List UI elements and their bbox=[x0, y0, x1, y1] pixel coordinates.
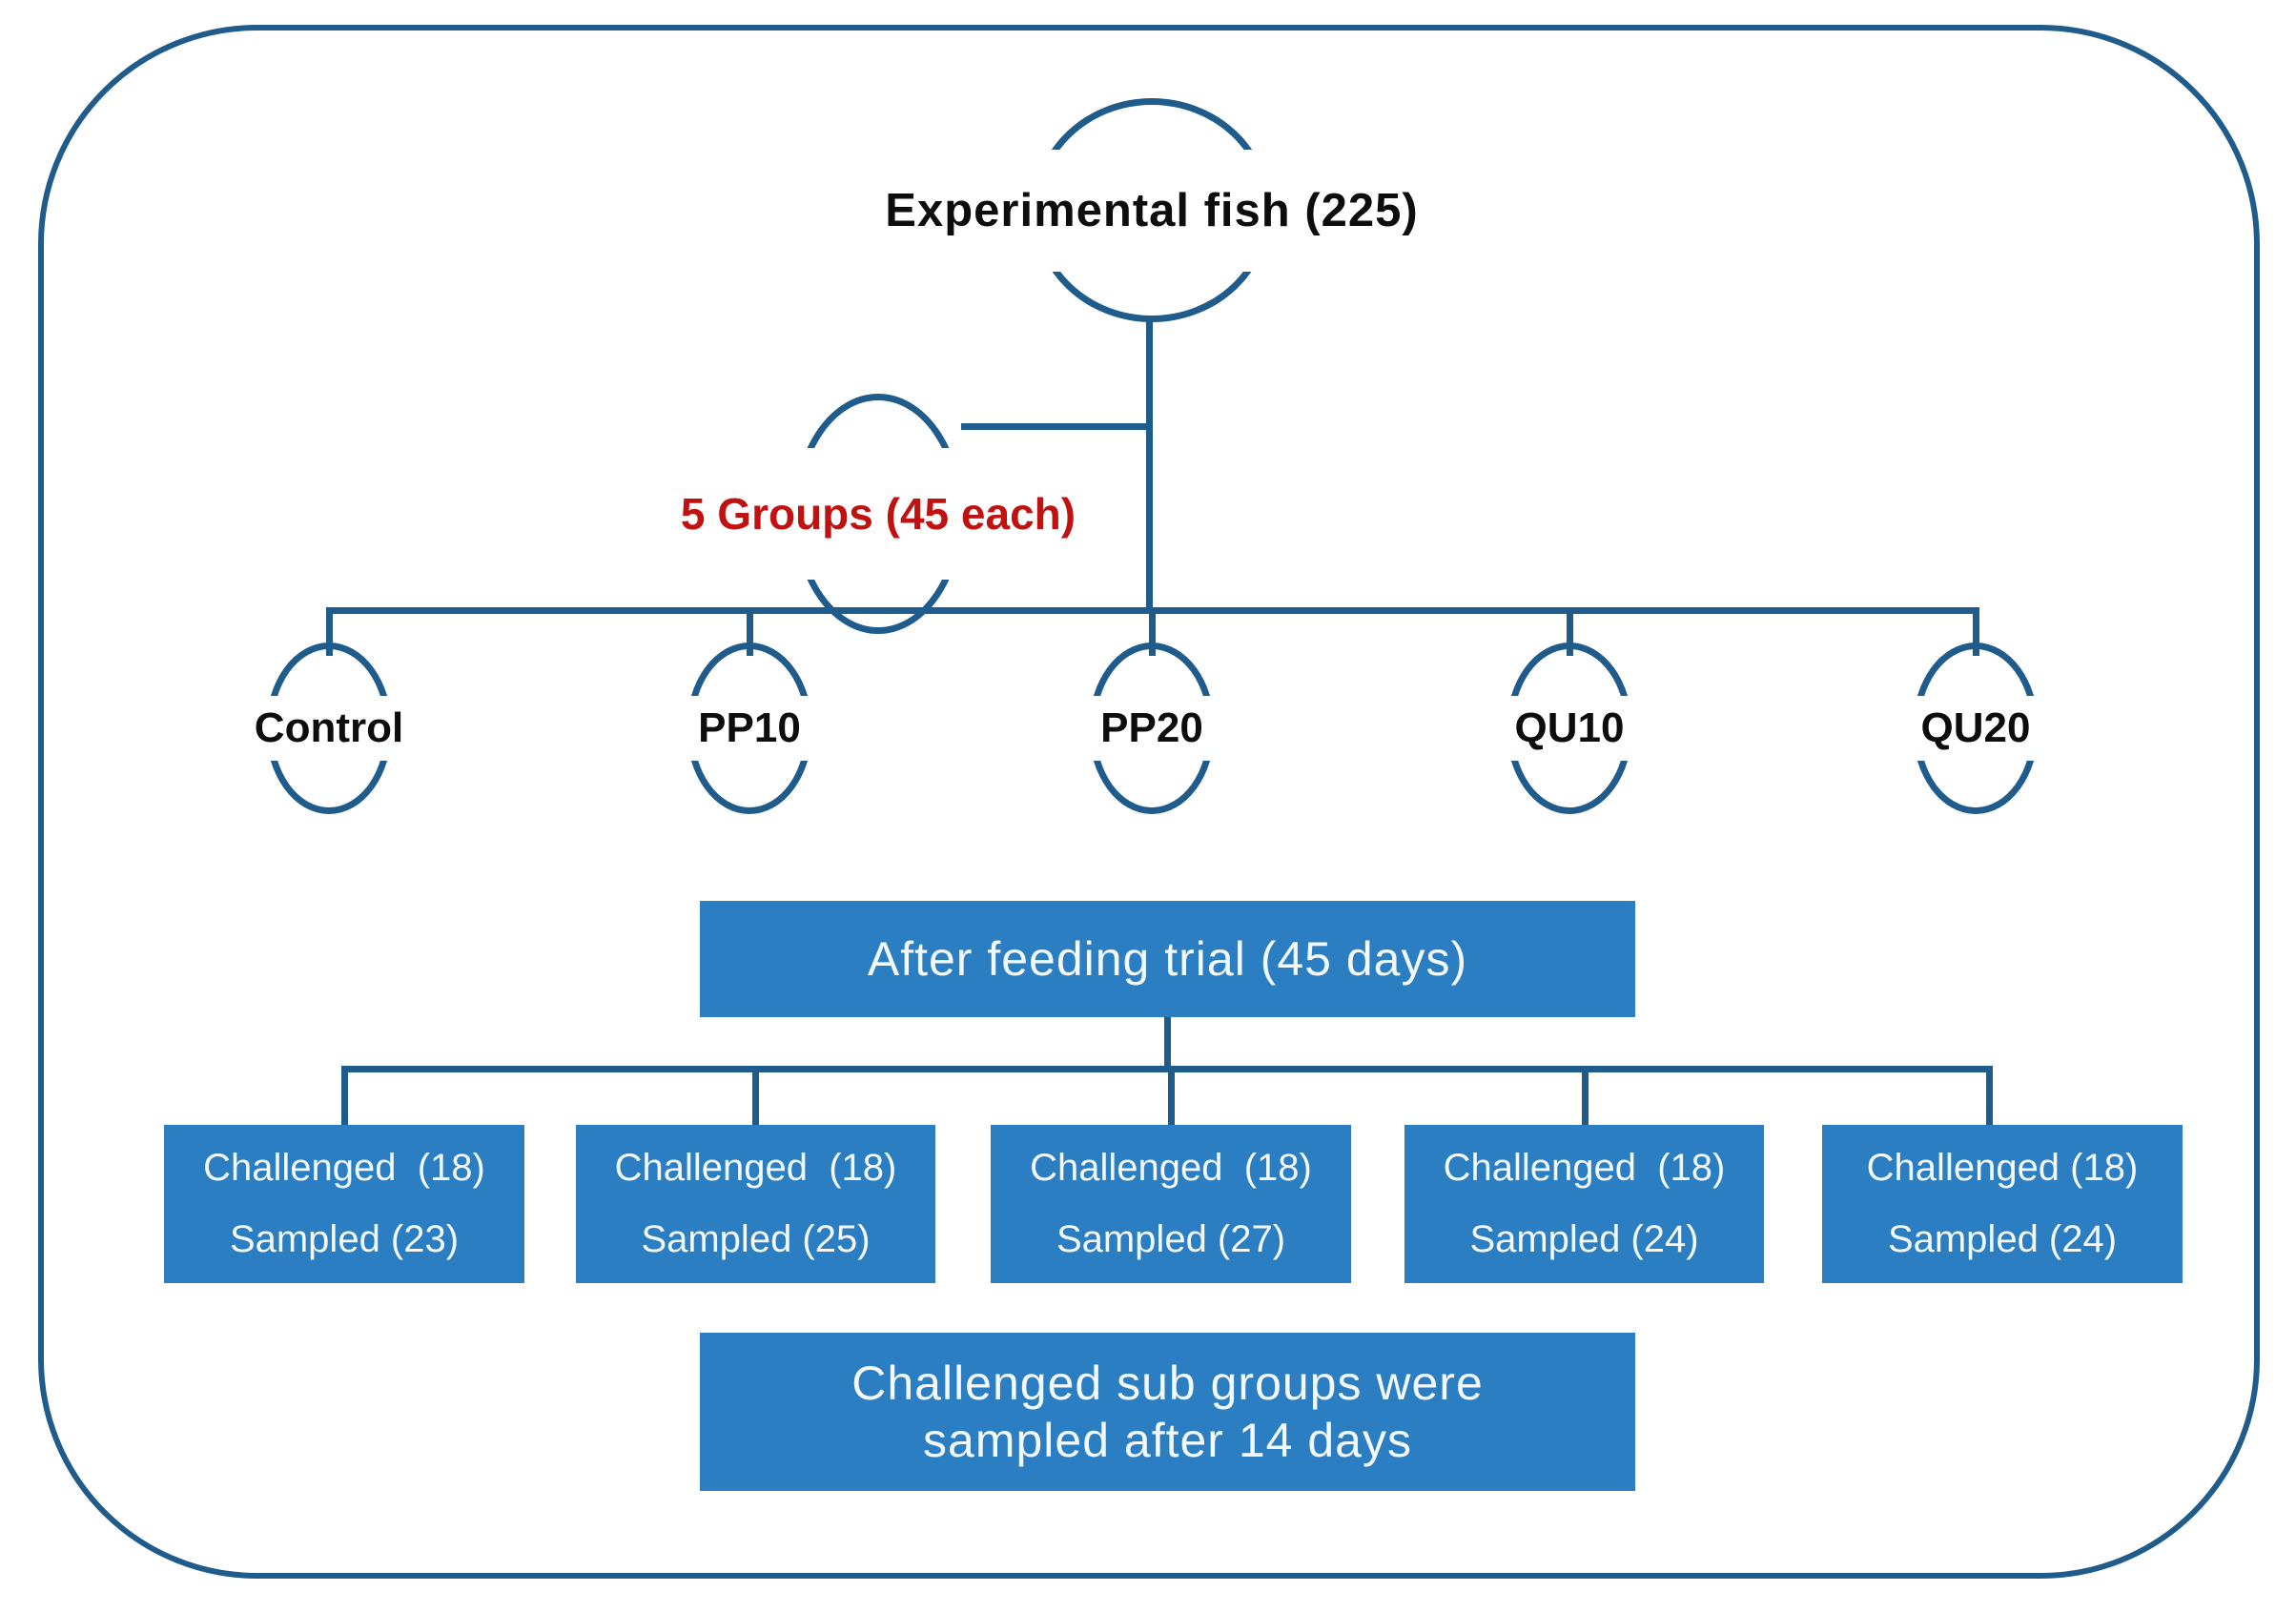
subgroup-box-1: Challenged (18) Sampled (23) bbox=[164, 1125, 524, 1283]
subgroup-box-5: Challenged (18) Sampled (24) bbox=[1822, 1125, 2183, 1283]
annotation-connector-line bbox=[961, 423, 1153, 430]
group-drop-line-4 bbox=[1567, 610, 1573, 656]
group-node-control-label: Control bbox=[238, 696, 420, 761]
subgroup-1-challenged: Challenged (18) bbox=[203, 1147, 485, 1189]
subgroup-drop-line-2 bbox=[752, 1069, 759, 1128]
group-node-pp20-label: PP20 bbox=[1085, 696, 1219, 761]
group-node-qu20: QU20 bbox=[1905, 643, 2046, 814]
note-line-1: Challenged sub groups were bbox=[851, 1357, 1484, 1410]
group-node-qu20-label: QU20 bbox=[1905, 696, 2046, 761]
subgroup-5-challenged: Challenged (18) bbox=[1866, 1147, 2139, 1189]
group-node-qu10-label: QU10 bbox=[1499, 696, 1640, 761]
note-box: Challenged sub groups were sampled after… bbox=[700, 1333, 1635, 1491]
subgroup-4-sampled: Sampled (24) bbox=[1469, 1218, 1699, 1260]
group-drop-line-1 bbox=[326, 610, 333, 656]
annotation-node: 5 Groups (45 each) bbox=[665, 394, 1092, 634]
root-node: Experimental fish (225) bbox=[862, 98, 1442, 322]
subgroup-2-challenged: Challenged (18) bbox=[614, 1147, 897, 1189]
annotation-node-label: 5 Groups (45 each) bbox=[665, 448, 1092, 580]
subgroup-box-2: Challenged (18) Sampled (25) bbox=[576, 1125, 935, 1283]
feeding-trial-box: After feeding trial (45 days) bbox=[700, 901, 1635, 1017]
note-line-2: sampled after 14 days bbox=[923, 1414, 1412, 1467]
subgroup-3-sampled: Sampled (27) bbox=[1056, 1218, 1286, 1260]
group-node-qu10: QU10 bbox=[1499, 643, 1640, 814]
feeding-stem-line bbox=[1164, 1015, 1171, 1069]
root-stem-line bbox=[1146, 320, 1153, 614]
root-node-label: Experimental fish (225) bbox=[862, 149, 1442, 272]
group-node-control: Control bbox=[238, 643, 420, 814]
feeding-trial-label: After feeding trial (45 days) bbox=[867, 932, 1468, 986]
subgroup-2-sampled: Sampled (25) bbox=[641, 1218, 871, 1260]
subgroup-5-sampled: Sampled (24) bbox=[1887, 1218, 2118, 1260]
subgroup-drop-line-1 bbox=[341, 1069, 348, 1128]
group-drop-line-5 bbox=[1973, 610, 1979, 656]
group-drop-line-2 bbox=[747, 610, 753, 656]
group-node-pp10: PP10 bbox=[683, 643, 816, 814]
subgroup-3-challenged: Challenged (18) bbox=[1030, 1147, 1312, 1189]
subgroup-drop-line-5 bbox=[1986, 1069, 1993, 1128]
diagram-border bbox=[38, 25, 2260, 1579]
subgroup-4-challenged: Challenged (18) bbox=[1443, 1147, 1726, 1189]
subgroup-box-3: Challenged (18) Sampled (27) bbox=[991, 1125, 1351, 1283]
group-drop-line-3 bbox=[1149, 610, 1156, 656]
subgroup-drop-line-4 bbox=[1582, 1069, 1589, 1128]
subgroup-1-sampled: Sampled (23) bbox=[229, 1218, 460, 1260]
group-node-pp20: PP20 bbox=[1085, 643, 1219, 814]
subgroup-drop-line-3 bbox=[1168, 1069, 1175, 1128]
subgroup-branch-line bbox=[341, 1066, 1993, 1072]
group-node-pp10-label: PP10 bbox=[683, 696, 816, 761]
subgroup-box-4: Challenged (18) Sampled (24) bbox=[1404, 1125, 1764, 1283]
